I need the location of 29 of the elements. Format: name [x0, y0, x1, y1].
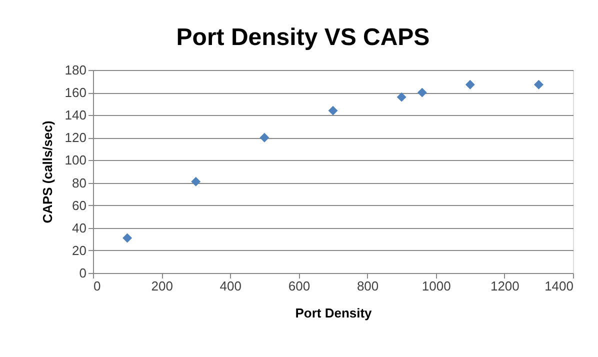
- point: [417, 88, 427, 98]
- x-tick-label: 600: [288, 278, 310, 294]
- point: [534, 80, 544, 90]
- x-tick-label: 200: [151, 278, 173, 294]
- x-tick-label: 1000: [422, 278, 451, 294]
- point: [191, 176, 201, 186]
- y-tick-label: 40: [72, 220, 86, 236]
- y-tick-label: 60: [72, 198, 86, 213]
- x-tick-label: 800: [356, 278, 379, 294]
- x-tick-label: 400: [220, 278, 242, 294]
- point: [465, 80, 475, 90]
- point: [122, 233, 132, 243]
- x-tick-label: 1400: [544, 278, 574, 294]
- y-tick-label: 120: [64, 130, 86, 146]
- x-tick-label: 0: [94, 278, 101, 294]
- chart-title: Port Density VS CAPS: [176, 24, 430, 51]
- point: [328, 106, 338, 116]
- x-tick-label: 1200: [490, 278, 520, 294]
- y-axis-title: CAPS (calls/sec): [40, 120, 55, 224]
- point: [260, 132, 270, 142]
- y-tick-label: 180: [64, 62, 86, 78]
- x-axis-title: Port Density: [295, 306, 373, 320]
- point: [396, 92, 406, 102]
- y-tick-label: 20: [72, 242, 86, 258]
- y-tick-label: 0: [79, 266, 86, 280]
- y-tick-label: 160: [64, 85, 86, 100]
- y-tick-label: 80: [72, 175, 86, 190]
- y-tick-label: 100: [64, 152, 86, 168]
- y-tick-label: 140: [64, 108, 86, 123]
